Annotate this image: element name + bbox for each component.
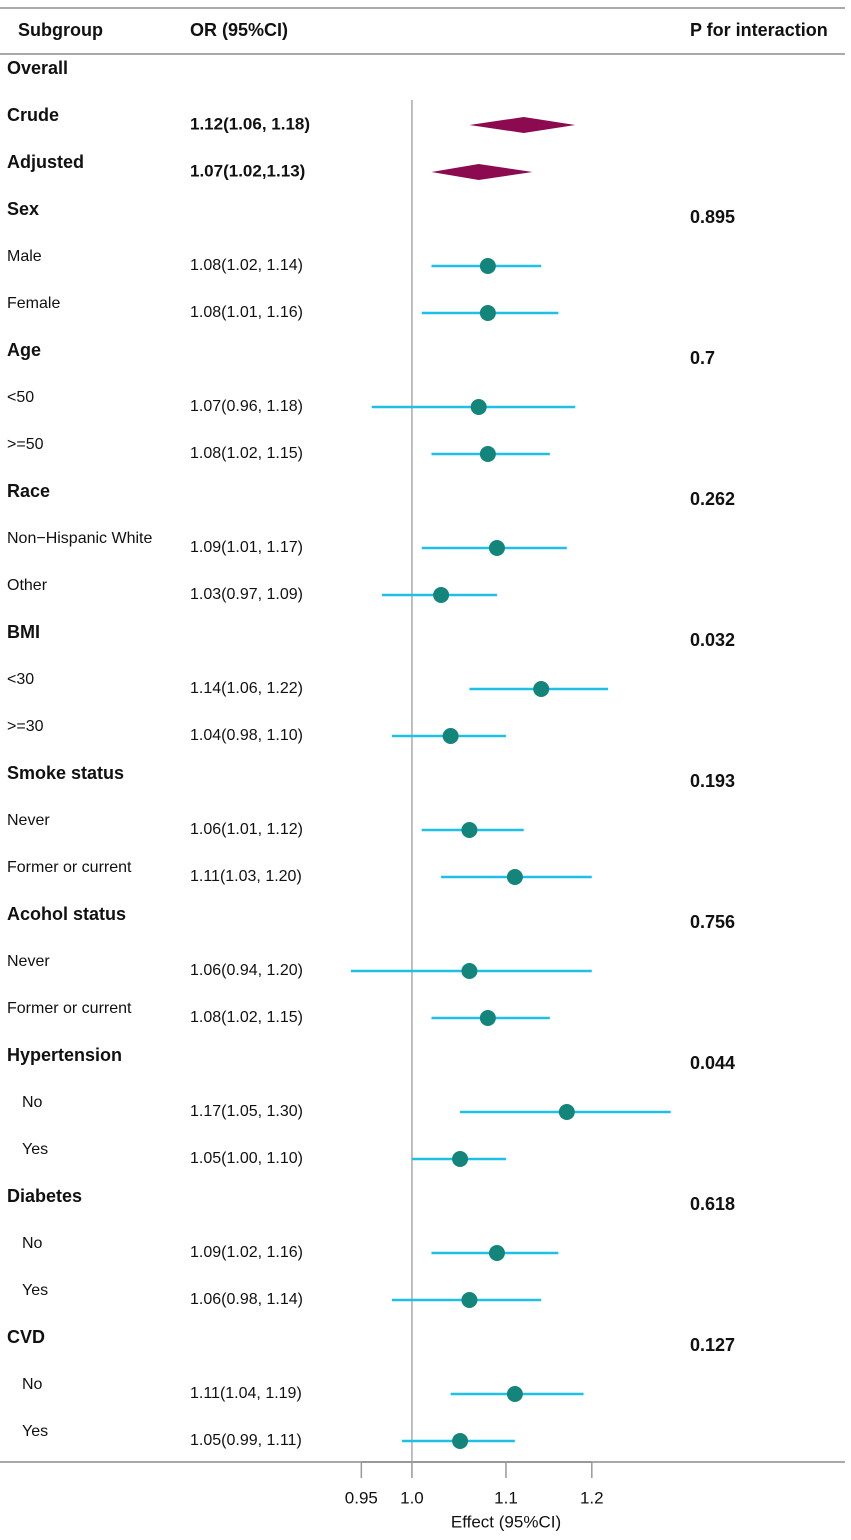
summary-diamond [469, 117, 576, 133]
or-text: 1.14(1.06, 1.22) [190, 680, 303, 697]
point-estimate [558, 1104, 575, 1120]
point-estimate [461, 963, 478, 979]
point-estimate [488, 540, 505, 556]
p-value: 0.044 [690, 1053, 735, 1073]
or-text: 1.07(1.02,1.13) [190, 161, 305, 180]
column-header: P for interaction [690, 20, 828, 40]
p-value: 0.262 [690, 489, 735, 509]
row-label: Age [7, 340, 41, 360]
row-label: Former or current [7, 859, 132, 876]
row-label: Overall [7, 58, 68, 78]
or-text: 1.03(0.97, 1.09) [190, 586, 303, 603]
or-text: 1.06(0.94, 1.20) [190, 962, 303, 979]
row-label: Never [7, 953, 50, 970]
or-text: 1.09(1.01, 1.17) [190, 539, 303, 556]
p-value: 0.193 [690, 771, 735, 791]
or-text: 1.08(1.01, 1.16) [190, 304, 303, 321]
row-label: Yes [22, 1423, 48, 1440]
row-label: >=50 [7, 436, 44, 453]
row-label: Race [7, 481, 50, 501]
row-label: No [22, 1376, 43, 1393]
row-label: Adjusted [7, 152, 84, 172]
point-estimate [506, 869, 523, 885]
point-estimate [479, 1010, 496, 1026]
row-label: <50 [7, 389, 34, 406]
point-estimate [488, 1245, 505, 1261]
row-label: Yes [22, 1141, 48, 1158]
summary-diamond [431, 164, 533, 180]
point-estimate [452, 1151, 469, 1167]
row-label: Non−Hispanic White [7, 530, 153, 547]
row-label: CVD [7, 1327, 45, 1347]
point-estimate [461, 1292, 478, 1308]
or-text: 1.04(0.98, 1.10) [190, 727, 303, 744]
row-label: Diabetes [7, 1186, 82, 1206]
p-value: 0.895 [690, 207, 735, 227]
x-tick-label: 1.2 [580, 1488, 604, 1507]
row-label: No [22, 1235, 43, 1252]
or-text: 1.09(1.02, 1.16) [190, 1244, 303, 1261]
row-label: Hypertension [7, 1045, 122, 1065]
row-label: Male [7, 248, 42, 265]
or-text: 1.05(1.00, 1.10) [190, 1150, 303, 1167]
point-estimate [461, 822, 478, 838]
point-estimate [479, 305, 496, 321]
point-estimate [442, 728, 459, 744]
or-text: 1.17(1.05, 1.30) [190, 1103, 303, 1120]
row-label: No [22, 1094, 43, 1111]
p-value: 0.032 [690, 630, 735, 650]
p-value: 0.127 [690, 1335, 735, 1355]
point-estimate [479, 446, 496, 462]
or-text: 1.08(1.02, 1.15) [190, 445, 303, 462]
row-label: <30 [7, 671, 34, 688]
or-text: 1.11(1.04, 1.19) [190, 1385, 302, 1402]
point-estimate [470, 399, 487, 415]
point-estimate [479, 258, 496, 274]
row-label: BMI [7, 622, 40, 642]
row-label: Female [7, 295, 60, 312]
x-tick-label: 1.1 [494, 1488, 518, 1507]
column-header: Subgroup [18, 20, 103, 40]
row-label: >=30 [7, 718, 44, 735]
x-tick-label: 0.95 [345, 1488, 378, 1507]
point-estimate [433, 587, 450, 603]
p-value: 0.7 [690, 348, 715, 368]
p-value: 0.618 [690, 1194, 735, 1214]
row-label: Other [7, 577, 48, 594]
point-estimate [452, 1433, 469, 1449]
row-label: Smoke status [7, 763, 124, 783]
row-label: Never [7, 812, 50, 829]
or-text: 1.12(1.06, 1.18) [190, 114, 310, 133]
column-header: OR (95%CI) [190, 20, 288, 40]
or-text: 1.05(0.99, 1.11) [190, 1432, 302, 1449]
or-text: 1.08(1.02, 1.14) [190, 257, 303, 274]
or-text: 1.08(1.02, 1.15) [190, 1009, 303, 1026]
or-text: 1.06(1.01, 1.12) [190, 821, 303, 838]
point-estimate [533, 681, 550, 697]
row-label: Former or current [7, 1000, 132, 1017]
row-label: Sex [7, 199, 39, 219]
p-value: 0.756 [690, 912, 735, 932]
row-label: Yes [22, 1282, 48, 1299]
x-tick-label: 1.0 [400, 1488, 424, 1507]
row-label: Acohol status [7, 904, 126, 924]
or-text: 1.11(1.03, 1.20) [190, 868, 302, 885]
point-estimate [506, 1386, 523, 1402]
or-text: 1.06(0.98, 1.14) [190, 1291, 303, 1308]
or-text: 1.07(0.96, 1.18) [190, 398, 303, 415]
x-axis-label: Effect (95%CI) [451, 1512, 561, 1531]
row-label: Crude [7, 105, 59, 125]
